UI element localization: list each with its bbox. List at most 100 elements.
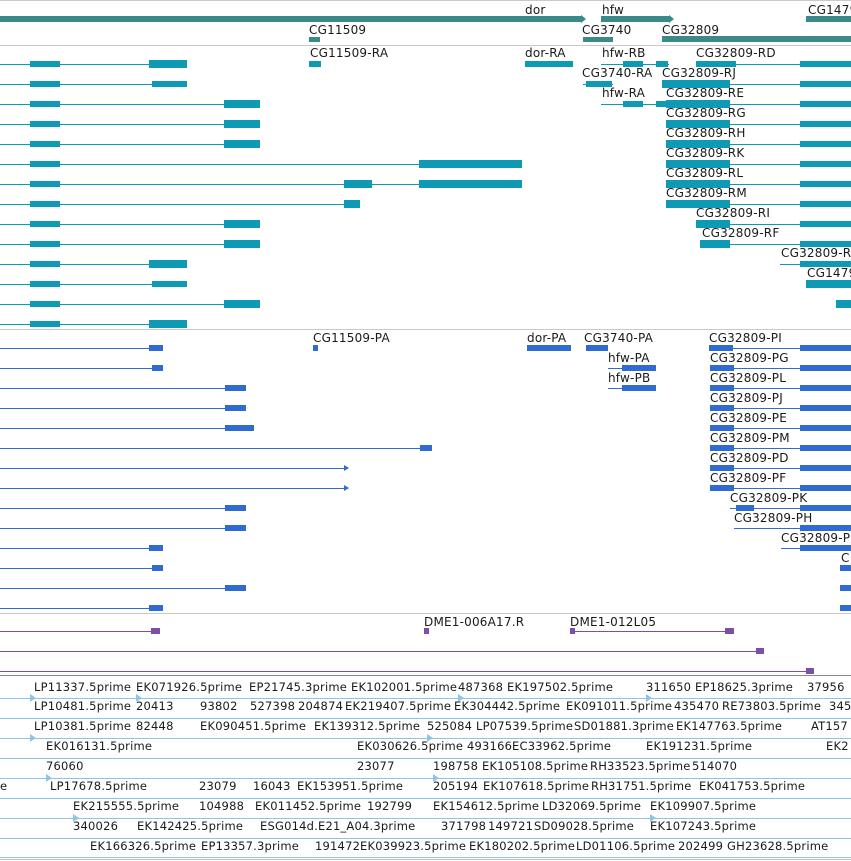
transcript-label[interactable]: hfw-RA [602,86,646,100]
est-label[interactable]: EK147763.5prime [676,719,783,733]
cdna-end[interactable] [806,668,814,674]
gene-bar-cg11509[interactable] [309,37,320,42]
transcript-exon[interactable] [224,140,260,148]
est-label[interactable]: LD01106.5prime [576,839,676,853]
est-label[interactable]: EP13357.3prime [201,839,300,853]
protein-label[interactable]: C [841,551,850,565]
gene-bar-cg32809[interactable] [662,36,851,42]
est-label[interactable]: 37956 [807,680,845,694]
protein-exon[interactable] [800,425,851,431]
transcript-label[interactable]: hfw-RB [602,46,646,60]
est-label[interactable]: EK102001.5prime [351,680,458,694]
transcript-exon-hfw-ra[interactable] [623,101,643,107]
est-label[interactable]: 191472 [315,839,361,853]
transcript-label[interactable]: CG32809-RM [666,186,747,200]
transcript-exon[interactable] [152,81,187,87]
est-label[interactable]: EK197502.5prime [507,680,614,694]
est-label[interactable]: 104988 [199,799,245,813]
est-label[interactable]: LD32069.5prime [542,799,642,813]
protein-label[interactable]: CG32809-PI [709,331,782,345]
est-label[interactable]: 149721 [488,819,534,833]
gene-bar-cg3740[interactable] [583,37,613,42]
protein-label[interactable]: CG32809-PL [710,371,787,385]
transcript-exon[interactable] [800,241,851,247]
transcript-exon-cg32809-re[interactable] [666,100,730,108]
gene-label-cg32809[interactable]: CG32809 [662,23,720,37]
transcript-exon[interactable] [656,61,668,67]
est-label[interactable]: e [0,779,8,793]
transcript-label[interactable]: CG32809-RI [696,206,771,220]
est-label[interactable]: 371798 [441,819,487,833]
protein-exon-hfw-pa[interactable] [622,365,656,371]
transcript-label[interactable]: CG11509-RA [310,46,389,60]
transcript-exon[interactable] [419,180,522,188]
protein-exon[interactable] [800,465,851,471]
protein-exon-cg32809-pl[interactable] [710,385,734,391]
transcript-exon[interactable] [152,281,187,287]
protein-exon-cg32809-pg[interactable] [710,365,734,371]
est-label[interactable]: 23077 [357,759,395,773]
gene-label-cg1479[interactable]: CG1479 [808,3,851,17]
gene-label-cg11509[interactable]: CG11509 [309,23,367,37]
protein-exon-cg32809-pm[interactable] [710,445,734,451]
protein-label[interactable]: CG32809-PJ [710,391,783,405]
protein-exon-hfw-pb[interactable] [622,385,656,391]
transcript-exon[interactable] [344,200,360,208]
protein-exon[interactable] [800,445,851,451]
gene-label-dor[interactable]: dor [525,3,546,17]
protein-label[interactable]: dor-PA [527,331,567,345]
protein-label[interactable]: CG32809-PF [710,471,787,485]
transcript-label[interactable]: CG32809-RD [696,46,776,60]
est-label[interactable]: 493166 [467,739,513,753]
cdna-end-dme1-006a17[interactable] [424,628,429,634]
protein-exon-cg32809-pk[interactable] [736,505,754,511]
est-label[interactable]: EK071926.5prime [136,680,243,694]
est-label[interactable]: LP07539.5prime [476,719,574,733]
est-label[interactable]: 20413 [136,699,174,713]
transcript-exon[interactable] [224,300,260,308]
est-label[interactable]: RH33523.5prime [590,759,691,773]
protein-exon[interactable] [800,385,851,391]
protein-exon[interactable] [800,405,851,411]
protein-exon[interactable] [152,365,163,371]
transcript-exon-cg32809-ri[interactable] [696,220,730,228]
est-label[interactable]: 192799 [367,799,413,813]
protein-exon[interactable] [152,565,163,571]
cdna-end-dme1-012l05[interactable] [725,628,734,634]
est-label[interactable]: 76060 [46,759,84,773]
transcript-exon[interactable] [800,181,851,187]
gene-bar-cg1479[interactable] [806,16,851,22]
transcript-exon[interactable] [149,320,187,328]
protein-label[interactable]: CG32809-PE [710,411,787,425]
protein-exon[interactable] [840,605,851,611]
est-label[interactable]: RE73803.5prime [722,699,822,713]
est-label[interactable]: 311650 [646,680,692,694]
transcript-label[interactable]: CG32809-R [781,246,851,260]
protein-label[interactable]: hfw-PB [608,371,651,385]
est-label[interactable]: EK153951.5prime [297,779,404,793]
protein-label[interactable]: CG32809-PH [734,511,813,525]
gene-bar-hfw[interactable] [601,16,669,22]
est-label[interactable]: 23079 [199,779,237,793]
protein-exon-cg32809-pe[interactable] [710,425,734,431]
protein-exon[interactable] [225,505,246,511]
est-label[interactable]: EK105108.5prime [482,759,589,773]
protein-label[interactable]: CG32809-PD [710,451,789,465]
transcript-exon-cg32809-rl[interactable] [666,180,730,188]
est-label[interactable]: EP18625.3prime [695,680,794,694]
protein-label[interactable]: CG11509-PA [313,331,390,345]
protein-exon-cg32809-pd[interactable] [710,465,734,471]
est-label[interactable]: LP11337.5prime [34,680,132,694]
cdna-end[interactable] [570,628,575,634]
est-label[interactable]: 514070 [692,759,738,773]
est-label[interactable]: 525084 [427,719,473,733]
transcript-label[interactable]: CG32809-RJ [662,66,737,80]
protein-exon[interactable] [840,565,851,571]
est-label[interactable]: 202499 [678,839,724,853]
est-label[interactable]: EK041753.5prime [699,779,806,793]
est-label[interactable]: EK191231.5prime [646,739,753,753]
protein-exon-cg32809-pi[interactable] [709,345,733,351]
protein-exon[interactable] [225,425,254,431]
transcript-exon-dor-ra[interactable] [525,61,573,67]
transcript-exon-cg32809-rk[interactable] [666,160,730,168]
